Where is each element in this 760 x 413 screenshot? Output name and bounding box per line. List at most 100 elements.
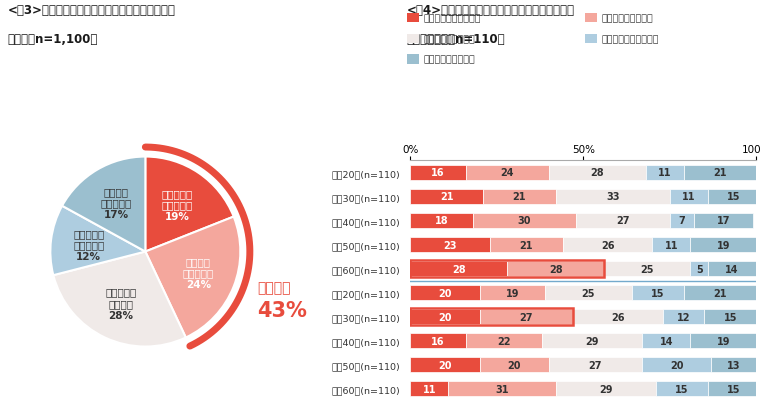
Text: 26: 26 xyxy=(611,312,625,322)
Text: まあ利用
してみたい
24%: まあ利用 してみたい 24% xyxy=(182,256,214,290)
Text: <図4>【マイナポイントの説明読後の利用意向】: <図4>【マイナポイントの説明読後の利用意向】 xyxy=(407,4,575,17)
Bar xyxy=(480,309,573,324)
Text: 23: 23 xyxy=(443,240,457,250)
Text: 20: 20 xyxy=(439,288,451,298)
Text: 29: 29 xyxy=(599,384,613,394)
Bar xyxy=(410,381,448,396)
Text: 30: 30 xyxy=(518,216,531,226)
Bar xyxy=(448,381,556,396)
Text: 14: 14 xyxy=(725,264,739,274)
Bar xyxy=(670,190,708,204)
Bar xyxy=(480,357,549,372)
Text: 25: 25 xyxy=(641,264,654,274)
Text: 29: 29 xyxy=(585,336,599,346)
Bar xyxy=(556,381,656,396)
Text: どちらともいえない: どちらともいえない xyxy=(423,35,475,44)
Text: 17: 17 xyxy=(717,216,730,226)
Bar xyxy=(410,333,466,348)
Text: 20: 20 xyxy=(670,360,683,370)
Text: 7: 7 xyxy=(679,216,686,226)
Bar xyxy=(490,237,562,252)
Bar xyxy=(576,214,670,228)
Bar xyxy=(480,285,545,300)
Text: 15: 15 xyxy=(724,312,737,322)
Wedge shape xyxy=(62,157,145,252)
Text: 21: 21 xyxy=(512,192,526,202)
Bar xyxy=(410,261,507,276)
Text: 15: 15 xyxy=(727,192,740,202)
Bar xyxy=(694,214,752,228)
Text: 21: 21 xyxy=(713,288,727,298)
Bar xyxy=(670,214,694,228)
Text: 21: 21 xyxy=(440,192,454,202)
Text: 21: 21 xyxy=(713,168,727,178)
Bar xyxy=(604,261,691,276)
Bar xyxy=(483,190,556,204)
Text: 18: 18 xyxy=(435,216,448,226)
Bar xyxy=(705,309,756,324)
Text: 20: 20 xyxy=(439,312,451,322)
Text: 11: 11 xyxy=(682,192,695,202)
Text: 33: 33 xyxy=(606,192,619,202)
Wedge shape xyxy=(50,206,145,275)
Bar xyxy=(711,357,756,372)
Text: <図3>【マイナポイントの説明読後の利用意向】: <図3>【マイナポイントの説明読後の利用意向】 xyxy=(8,4,176,17)
Bar xyxy=(542,333,642,348)
Text: 27: 27 xyxy=(616,216,630,226)
Text: （性年代別　各n=110）: （性年代別 各n=110） xyxy=(407,33,505,46)
Text: 16: 16 xyxy=(432,336,445,346)
Text: 24: 24 xyxy=(501,168,514,178)
Text: 15: 15 xyxy=(675,384,689,394)
Text: まあ利用してみたい: まあ利用してみたい xyxy=(602,14,654,23)
Text: 16: 16 xyxy=(432,168,445,178)
Bar xyxy=(466,166,549,180)
Bar xyxy=(652,237,691,252)
Text: 11: 11 xyxy=(665,240,678,250)
Text: 15: 15 xyxy=(727,384,740,394)
Bar xyxy=(466,333,542,348)
Bar xyxy=(632,285,683,300)
Text: 31: 31 xyxy=(496,384,508,394)
Text: 28: 28 xyxy=(452,264,466,274)
Wedge shape xyxy=(53,252,185,347)
Bar xyxy=(549,357,642,372)
Text: 12: 12 xyxy=(677,312,690,322)
Bar xyxy=(642,333,691,348)
Bar xyxy=(507,261,604,276)
Text: 19: 19 xyxy=(717,240,730,250)
Bar xyxy=(708,190,760,204)
Text: 43%: 43% xyxy=(258,301,307,320)
Bar xyxy=(410,285,480,300)
Bar xyxy=(545,285,632,300)
Text: 22: 22 xyxy=(497,336,511,346)
Bar xyxy=(573,309,663,324)
Text: 19: 19 xyxy=(717,336,730,346)
Bar xyxy=(410,214,473,228)
Wedge shape xyxy=(145,217,240,338)
Text: 25: 25 xyxy=(581,288,595,298)
Text: （全体　n=1,100）: （全体 n=1,100） xyxy=(8,33,98,46)
Bar xyxy=(410,166,466,180)
Bar xyxy=(410,190,483,204)
Bar xyxy=(663,309,705,324)
Bar xyxy=(549,166,645,180)
Text: 26: 26 xyxy=(600,240,614,250)
Bar xyxy=(410,260,604,278)
Text: どちらとも
いえない
28%: どちらとも いえない 28% xyxy=(106,287,137,320)
Bar xyxy=(410,357,480,372)
Bar xyxy=(691,333,756,348)
Bar xyxy=(562,237,652,252)
Bar xyxy=(683,285,756,300)
Text: 27: 27 xyxy=(520,312,533,322)
Text: 28: 28 xyxy=(549,264,562,274)
Text: 14: 14 xyxy=(660,336,673,346)
Bar xyxy=(708,381,760,396)
Text: あまり利用
したくない
12%: あまり利用 したくない 12% xyxy=(73,228,104,261)
Bar xyxy=(645,166,683,180)
Bar xyxy=(691,237,756,252)
Bar xyxy=(556,190,670,204)
Text: 5: 5 xyxy=(695,264,702,274)
Text: 27: 27 xyxy=(589,360,602,370)
Bar xyxy=(642,357,711,372)
Bar xyxy=(410,308,573,325)
